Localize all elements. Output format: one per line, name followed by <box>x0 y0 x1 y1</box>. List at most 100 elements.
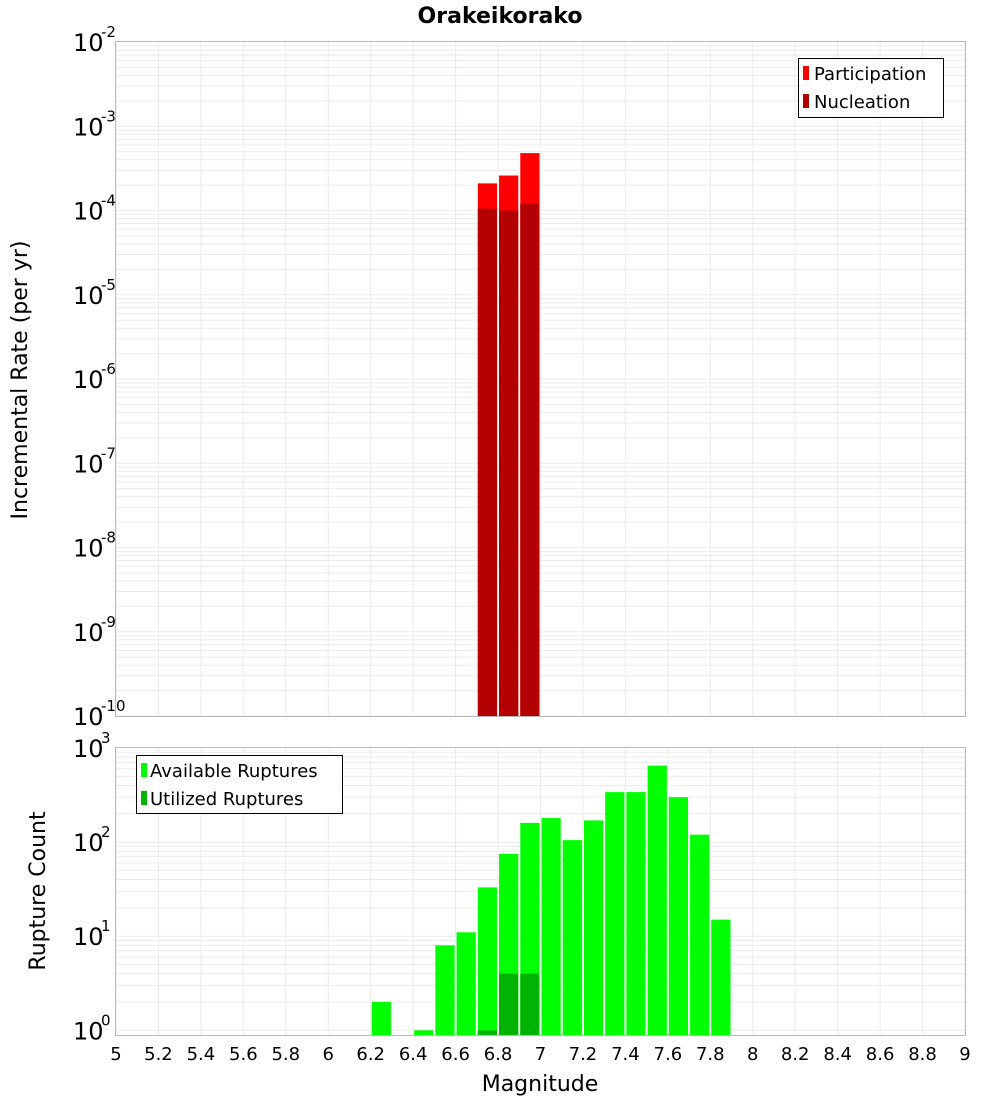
top-grid <box>115 42 966 717</box>
y-tick-exponent: -5 <box>101 276 116 294</box>
utilized-ruptures-bar <box>520 973 540 1035</box>
available-ruptures-bar <box>668 797 689 1035</box>
y-tick-label: 102 <box>73 823 111 857</box>
nucleation-bar <box>477 208 498 717</box>
bottom-legend: Available Ruptures Utilized Ruptures <box>136 755 343 814</box>
top-panel: Orakeikorako 10-210-310-410-510-610-710-… <box>8 4 966 731</box>
y-tick-label: 10-4 <box>73 192 116 226</box>
y-tick-base: 10 <box>73 198 104 226</box>
available-ruptures-bar <box>605 792 625 1035</box>
available-ruptures-bar <box>690 834 710 1035</box>
available-ruptures-bar <box>414 1030 434 1035</box>
x-tick-label: 8.8 <box>908 1044 937 1065</box>
y-tick-base: 10 <box>73 535 104 563</box>
legend-swatch-utilized-ruptures <box>141 791 147 805</box>
x-tick-label: 5 <box>110 1044 121 1065</box>
y-tick-base: 10 <box>73 366 104 394</box>
y-tick-label: 103 <box>73 729 111 763</box>
legend-label-nucleation: Nucleation <box>814 92 910 113</box>
x-tick-labels: 5 5.2 5.4 5.6 5.8 6 6.2 6.4 6.6 6.8 7 7.2 7.4 7.6 7.8 8… <box>110 1044 970 1065</box>
y-tick-base: 10 <box>73 1017 104 1045</box>
y-tick-label: 10-10 <box>73 697 126 731</box>
y-tick-exponent: -4 <box>101 192 116 210</box>
x-tick-label: 5.4 <box>187 1044 216 1065</box>
top-y-axis-label: Incremental Rate (per yr) <box>8 241 33 520</box>
available-ruptures-bar <box>541 818 561 1035</box>
legend-swatch-participation <box>803 66 809 80</box>
y-tick-label: 10-7 <box>73 444 116 478</box>
y-tick-base: 10 <box>73 619 104 647</box>
y-tick-base: 10 <box>73 282 104 310</box>
legend-swatch-available-ruptures <box>141 763 147 777</box>
nucleation-bar <box>520 203 540 716</box>
y-tick-base: 10 <box>73 923 104 951</box>
x-tick-label: 7.6 <box>654 1044 683 1065</box>
x-tick-label: 8.4 <box>823 1044 852 1065</box>
available-ruptures-bar <box>477 887 498 1035</box>
available-ruptures-bar <box>456 932 476 1035</box>
x-tick-label: 7.8 <box>696 1044 725 1065</box>
bottom-plot-frame <box>115 747 966 1036</box>
y-tick-exponent: -8 <box>101 529 116 547</box>
y-tick-exponent: 0 <box>101 1011 111 1029</box>
y-tick-exponent: -2 <box>101 23 116 41</box>
x-tick-label: 8 <box>747 1044 758 1065</box>
y-tick-base: 10 <box>73 450 104 478</box>
utilized-ruptures-bar <box>499 973 519 1035</box>
x-tick-label: 6.6 <box>441 1044 470 1065</box>
available-ruptures-bar <box>435 945 455 1035</box>
x-tick-label: 8.6 <box>866 1044 895 1065</box>
chart-title: Orakeikorako <box>418 4 583 29</box>
x-tick-label: 5.2 <box>144 1044 173 1065</box>
top-legend-box <box>798 58 944 118</box>
y-tick-label: 10-8 <box>73 529 116 563</box>
y-tick-base: 10 <box>73 113 104 141</box>
y-tick-base: 10 <box>73 735 104 763</box>
nucleation-bar <box>499 210 519 716</box>
y-tick-label: 10-9 <box>73 613 116 647</box>
y-tick-base: 10 <box>73 829 104 857</box>
bottom-y-axis-label: Rupture Count <box>26 811 51 971</box>
available-ruptures-bar <box>647 765 667 1035</box>
top-bars <box>477 153 540 717</box>
y-tick-label: 10-5 <box>73 276 116 310</box>
legend-label-participation: Participation <box>814 64 926 85</box>
x-tick-label: 6.8 <box>484 1044 513 1065</box>
y-tick-exponent: 2 <box>101 823 111 841</box>
x-tick-label: 6 <box>323 1044 334 1065</box>
x-tick-label: 5.6 <box>229 1044 258 1065</box>
y-tick-base: 10 <box>73 29 104 57</box>
y-tick-label: 10-3 <box>73 107 116 141</box>
available-ruptures-bar <box>371 1001 391 1035</box>
top-y-tick-labels: 10-210-310-410-510-610-710-810-910-10 <box>73 23 126 731</box>
x-tick-label: 8.2 <box>781 1044 810 1065</box>
available-ruptures-bar <box>583 820 604 1035</box>
bottom-bars <box>371 765 731 1035</box>
top-plot-frame <box>115 41 966 717</box>
x-tick-label: 6.2 <box>356 1044 385 1065</box>
y-tick-exponent: 3 <box>101 729 111 747</box>
y-tick-exponent: -6 <box>101 360 116 378</box>
y-tick-exponent: -7 <box>101 444 116 462</box>
y-tick-label: 10-2 <box>73 23 116 57</box>
y-tick-exponent: 1 <box>101 917 111 935</box>
y-tick-label: 10-6 <box>73 360 116 394</box>
legend-label-available-ruptures: Available Ruptures <box>150 761 318 782</box>
y-tick-base: 10 <box>73 703 104 731</box>
x-tick-label: 5.8 <box>271 1044 300 1065</box>
x-tick-label: 7.4 <box>611 1044 640 1065</box>
legend-label-utilized-ruptures: Utilized Ruptures <box>150 789 303 810</box>
bottom-grid <box>115 748 966 1035</box>
x-axis-label: Magnitude <box>482 1072 599 1097</box>
bottom-legend-box <box>136 755 343 814</box>
y-tick-label: 100 <box>73 1011 111 1045</box>
x-tick-label: 7.2 <box>569 1044 598 1065</box>
y-tick-label: 101 <box>73 917 111 951</box>
y-tick-exponent: -10 <box>101 697 126 715</box>
legend-swatch-nucleation <box>803 94 809 108</box>
y-tick-exponent: -3 <box>101 107 116 125</box>
y-tick-exponent: -9 <box>101 613 116 631</box>
top-legend: Participation Nucleation <box>798 58 944 118</box>
